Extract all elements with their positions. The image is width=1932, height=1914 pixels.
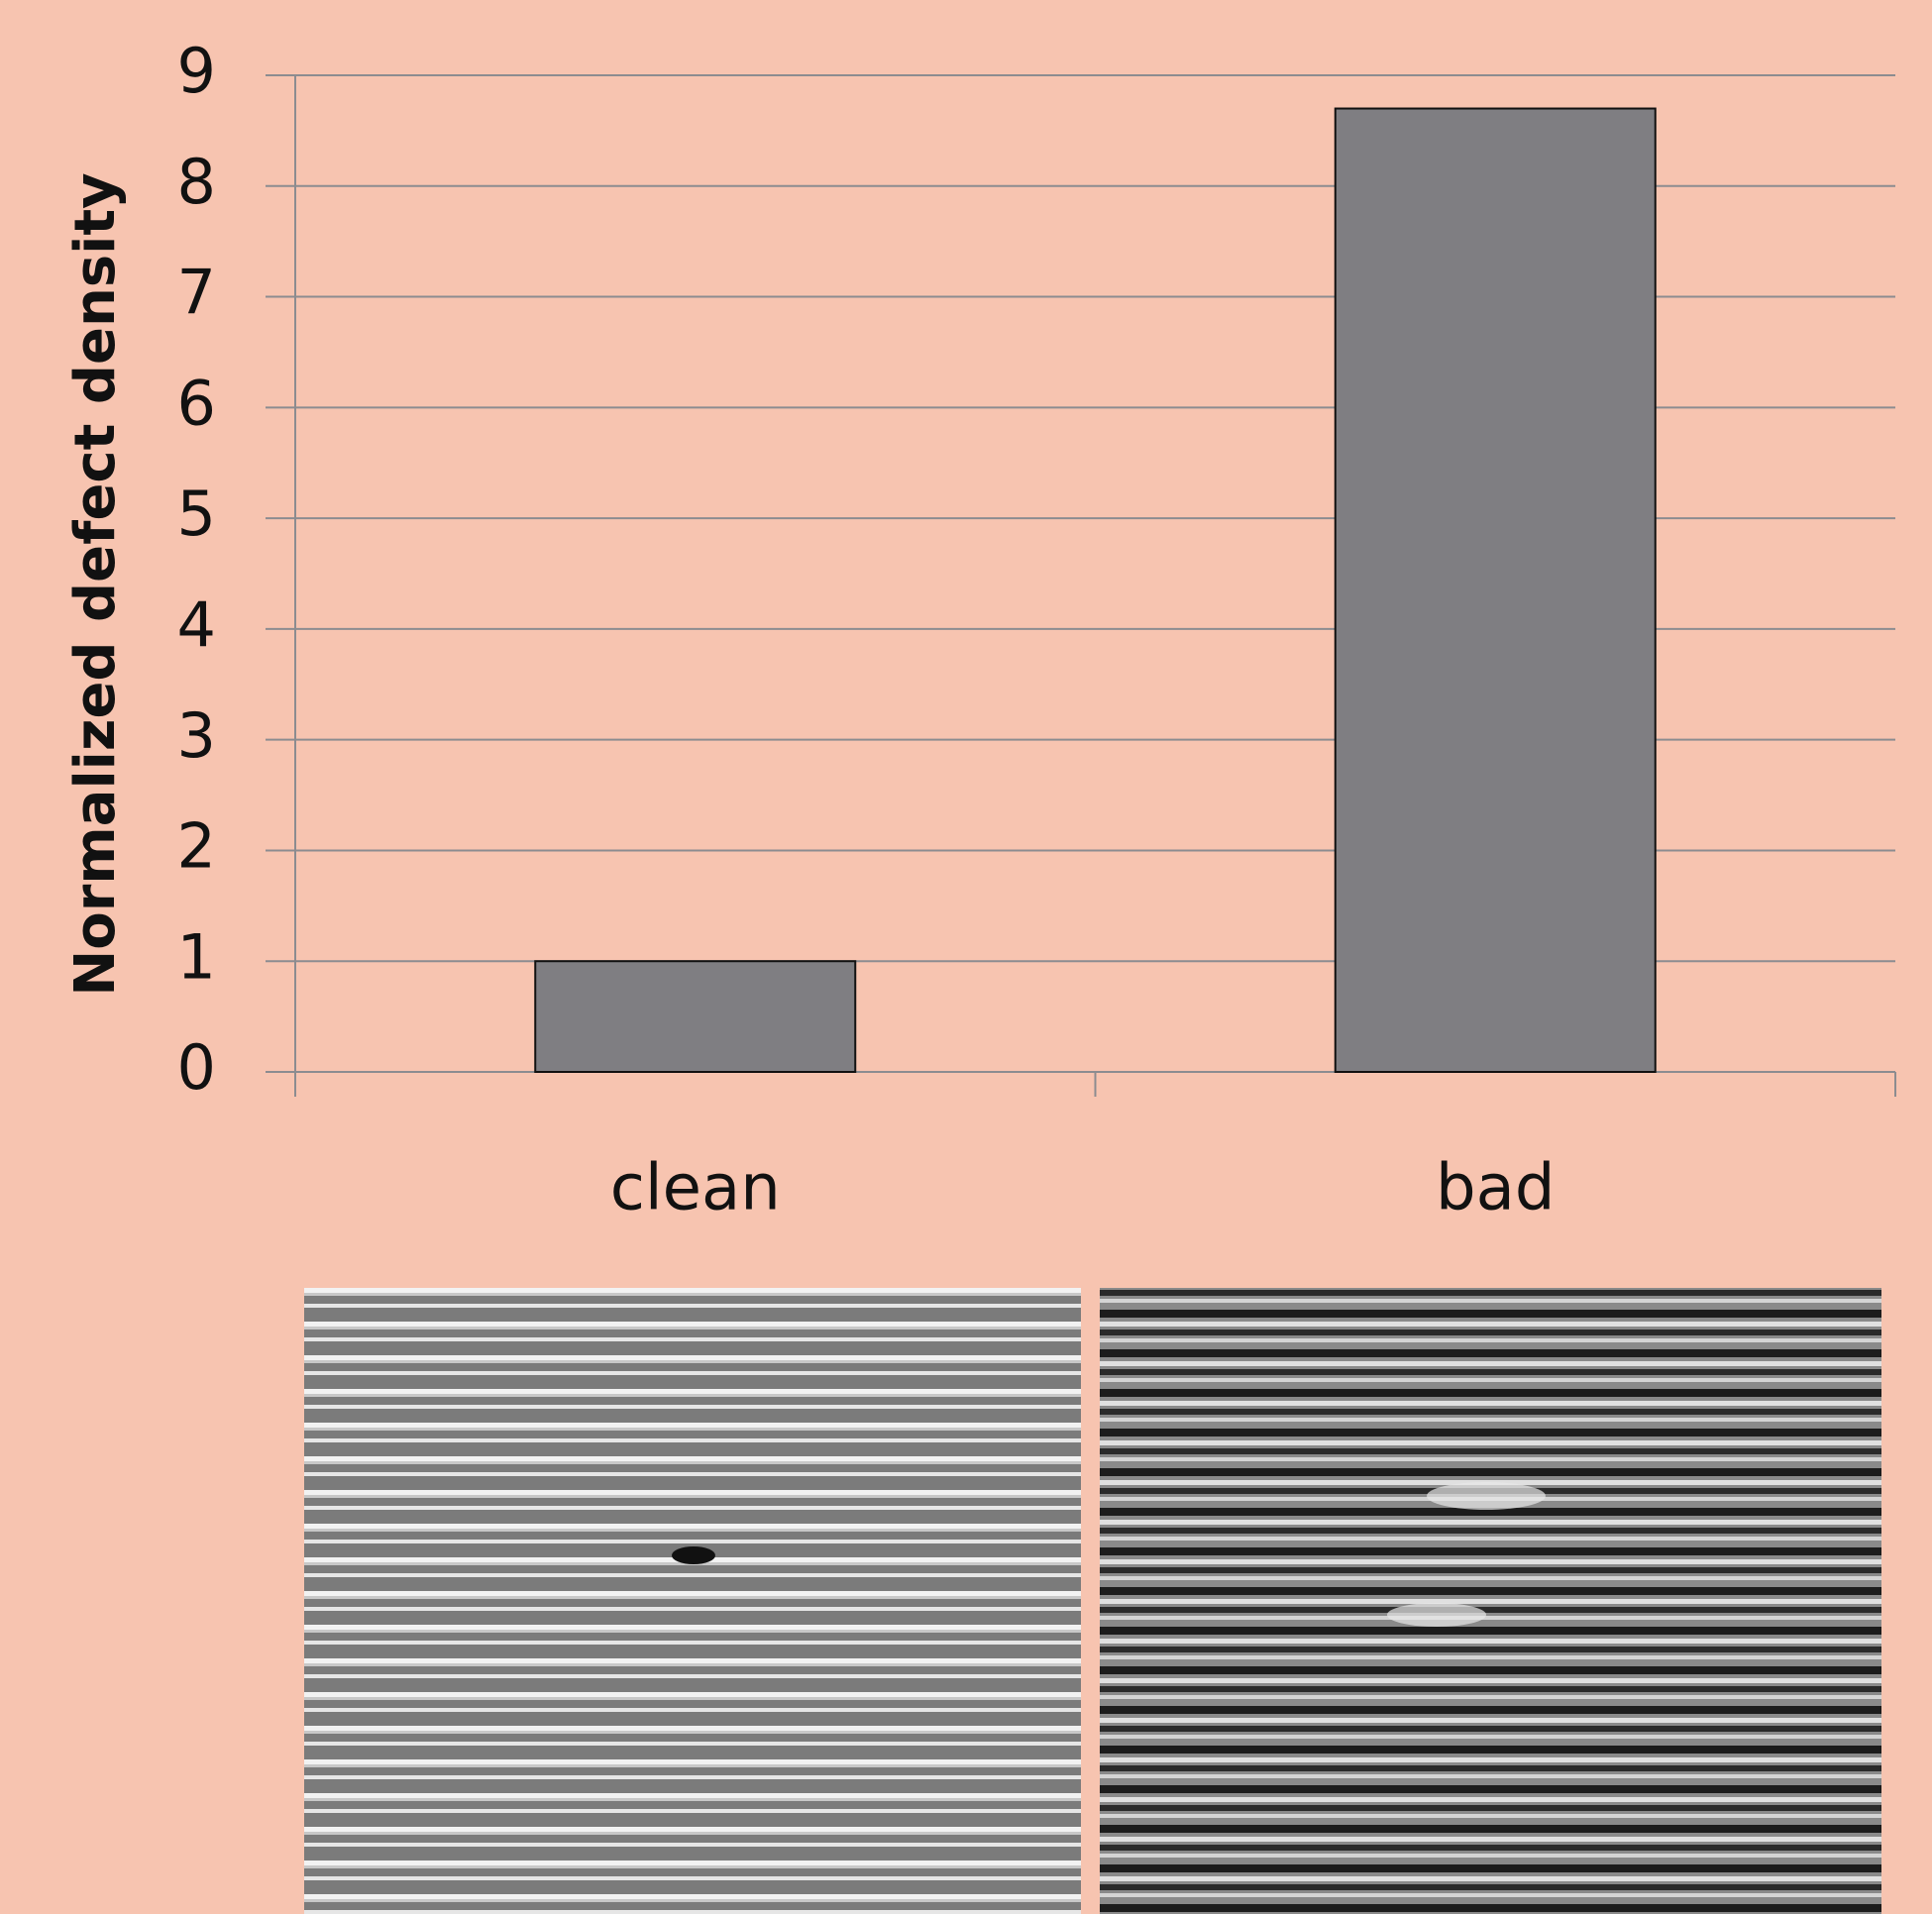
y-tick-label: 0 — [177, 1031, 216, 1104]
chart: Normalized defect density 0 1 2 3 4 5 6 7 8 9 clea… — [0, 0, 1932, 1914]
sem-images — [304, 1288, 1881, 1914]
y-tick-label: 3 — [177, 699, 216, 772]
defect-spot — [672, 1546, 715, 1564]
sem-image-clean — [304, 1288, 1081, 1914]
y-tick-label: 1 — [177, 920, 216, 993]
y-tick-label: 4 — [177, 588, 216, 661]
x-tick-label: clean — [610, 1152, 781, 1225]
sem-image-bad — [1100, 1288, 1881, 1914]
defect-region — [1387, 1603, 1486, 1627]
y-axis-label: Normalized defect density — [63, 172, 128, 996]
y-tick-label: 2 — [177, 810, 216, 883]
bar — [1336, 109, 1656, 1072]
y-tick-label: 9 — [177, 35, 216, 107]
y-tick-label: 5 — [177, 478, 216, 550]
plot-area: 0 1 2 3 4 5 6 7 8 9 clean bad — [177, 35, 1895, 1224]
y-tick-label: 6 — [177, 367, 216, 439]
x-tick-label: bad — [1436, 1152, 1555, 1225]
bar — [535, 961, 855, 1072]
y-tick-label: 8 — [177, 146, 216, 218]
y-tick-label: 7 — [177, 257, 216, 329]
defect-region — [1427, 1482, 1546, 1510]
